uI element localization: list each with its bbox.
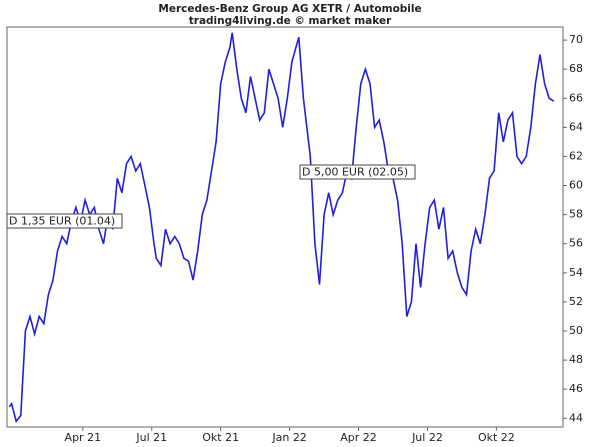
y-tick-label: 56 (569, 237, 583, 250)
y-tick-label: 44 (569, 411, 583, 424)
y-tick-label: 48 (569, 353, 583, 366)
x-tick-label: Jul 21 (135, 431, 167, 444)
x-tick-label: Okt 21 (202, 431, 239, 444)
y-tick-label: 46 (569, 382, 583, 395)
annotation-box (6, 213, 123, 229)
x-tick-label: Apr 21 (65, 431, 102, 444)
y-tick-label: 58 (569, 208, 583, 221)
y-tick-label: 70 (569, 33, 583, 46)
x-tick-label: Jan 22 (271, 431, 306, 444)
y-tick-label: 66 (569, 91, 583, 104)
y-tick-label: 68 (569, 62, 583, 75)
chart-title: Mercedes-Benz Group AG XETR / Automobile (158, 3, 421, 15)
x-tick-label: Okt 22 (478, 431, 515, 444)
annotation: D 1,35 EUR (01.04) (9, 215, 115, 228)
y-tick-label: 50 (569, 324, 583, 337)
y-tick-label: 60 (569, 179, 583, 192)
chart-subtitle: trading4living.de © market maker (189, 15, 392, 27)
y-tick-label: 54 (569, 266, 583, 279)
y-tick-label: 52 (569, 295, 583, 308)
y-tick-label: 62 (569, 149, 583, 162)
annotation: D 5,00 EUR (02.05) (302, 166, 408, 179)
annotation-box (299, 164, 416, 180)
x-tick-label: Jul 22 (411, 431, 443, 444)
y-tick-label: 64 (569, 120, 583, 133)
x-tick-label: Apr 22 (340, 431, 377, 444)
